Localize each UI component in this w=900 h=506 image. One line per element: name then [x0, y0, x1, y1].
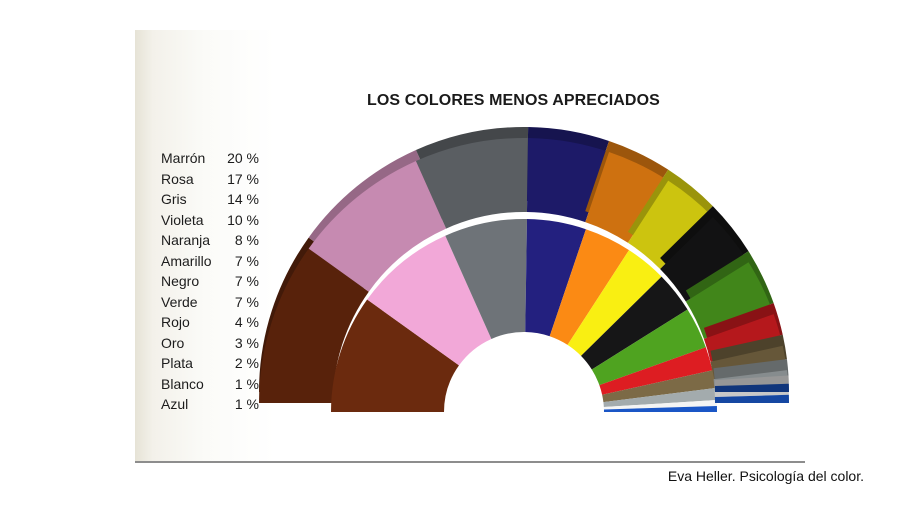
chart-hole	[446, 334, 602, 411]
slice	[581, 276, 688, 370]
legend-value: 7 %	[234, 252, 259, 269]
slice	[599, 347, 713, 395]
slice	[549, 229, 630, 345]
legend-value: 1 %	[234, 375, 259, 392]
legend-value: 7 %	[234, 273, 259, 289]
slice	[331, 299, 459, 412]
legend-label: Amarillo	[161, 252, 212, 269]
slice	[591, 309, 706, 386]
slice	[367, 235, 492, 366]
slice	[603, 400, 717, 410]
slice-side	[415, 137, 529, 229]
slice	[567, 250, 662, 356]
legend-value: 7 %	[234, 293, 259, 310]
slice	[603, 406, 718, 412]
scanned-figure: LOS COLORES MENOS APRECIADOS Marrón 20 % R…	[135, 30, 805, 463]
legend-label: Verde	[161, 293, 198, 310]
legend-value: 8 %	[234, 232, 259, 248]
legend-label: Rojo	[161, 314, 190, 330]
chart-title: LOS COLORES MENOS APRECIADOS	[367, 92, 660, 109]
slice-side	[714, 394, 789, 403]
legend-label: Plata	[161, 355, 193, 371]
legend-value: 14 %	[227, 191, 259, 207]
legend-value: 20 %	[227, 150, 259, 166]
slice-side	[585, 152, 669, 243]
slice-side	[308, 161, 447, 292]
slice-side	[627, 180, 713, 269]
slice	[525, 219, 586, 337]
legend-value: 2 %	[234, 355, 259, 371]
legend-label: Naranja	[161, 232, 211, 248]
legend-value: 17 %	[227, 170, 259, 187]
legend-label: Marrón	[161, 150, 206, 166]
legend-value: 1 %	[234, 396, 259, 412]
legend-label: Gris	[161, 191, 187, 207]
slice-side	[660, 217, 749, 302]
legend-label: Violeta	[161, 211, 204, 228]
legend-label: Azul	[161, 396, 189, 412]
slice	[445, 218, 527, 339]
legend-label: Oro	[161, 334, 185, 351]
slice	[603, 388, 717, 408]
slice-side	[259, 248, 369, 403]
legend-label: Negro	[161, 273, 200, 289]
legend-value: 4 %	[234, 314, 259, 330]
slice-rim	[714, 383, 789, 392]
source-credit: Eva Heller. Psicología del color.	[667, 468, 864, 484]
slice-rim	[714, 375, 789, 387]
legend-label: Rosa	[161, 170, 194, 187]
slice	[602, 370, 716, 403]
slice-side	[526, 138, 610, 223]
legend-label: Blanco	[161, 375, 204, 392]
legend-value: 3 %	[234, 334, 259, 351]
legend-value: 10 %	[227, 211, 259, 228]
semi-donut-chart	[259, 126, 789, 412]
